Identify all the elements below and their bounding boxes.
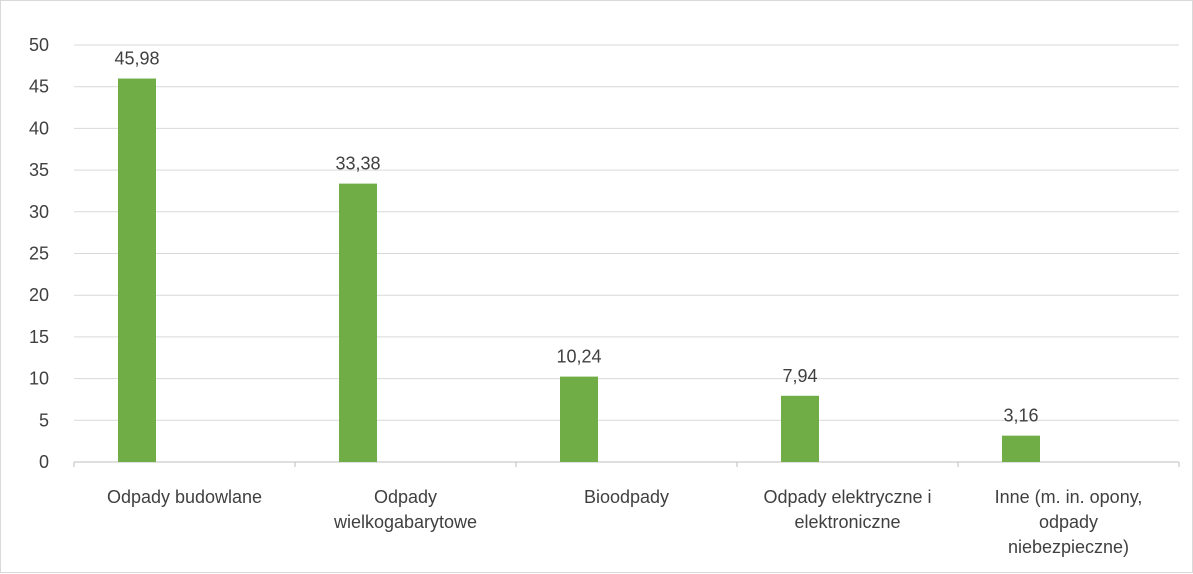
y-tick-label: 15 [29, 327, 49, 347]
category-label-4: Odpady elektryczne i elektroniczne [763, 487, 931, 532]
y-tick-label: 20 [29, 285, 49, 305]
bar-1 [118, 78, 156, 463]
bars [118, 78, 1040, 463]
data-label-1: 45,98 [114, 49, 159, 69]
y-tick-label: 10 [29, 369, 49, 389]
y-tick-label: 0 [39, 452, 49, 472]
category-label-2: Odpady wielkogabarytowe [333, 487, 477, 532]
y-tick-label: 35 [29, 160, 49, 180]
labels: 0 5 10 15 20 25 30 35 40 45 50 45,98 Odpady budowlan… [29, 35, 1142, 557]
y-tick-label: 45 [29, 77, 49, 97]
y-tick-label: 50 [29, 35, 49, 55]
data-label-5: 3,16 [1003, 406, 1038, 426]
gridlines [74, 44, 1179, 421]
axes [73, 461, 1180, 467]
bar-4 [781, 395, 819, 462]
data-label-2: 33,38 [335, 154, 380, 174]
y-tick-label: 5 [39, 410, 49, 430]
y-tick-label: 30 [29, 202, 49, 222]
y-tick-label: 25 [29, 244, 49, 264]
category-label-5: Inne (m. in. opony, odpady niebezpieczne) [995, 487, 1143, 557]
bar-5 [1002, 435, 1040, 462]
category-label-1: Odpady budowlane [107, 487, 262, 507]
data-label-4: 7,94 [782, 366, 817, 386]
y-tick-label: 40 [29, 118, 49, 138]
category-label-3: Bioodpady [584, 487, 669, 507]
data-label-3: 10,24 [556, 347, 601, 367]
bar-3 [560, 376, 598, 462]
bar-2 [339, 183, 377, 463]
